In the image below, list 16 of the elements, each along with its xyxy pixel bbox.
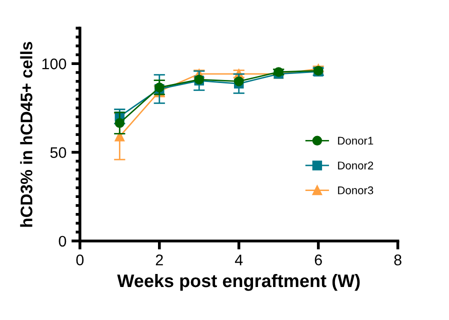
point — [114, 132, 125, 142]
point — [114, 118, 125, 128]
y-tick-label: 0 — [58, 236, 66, 247]
x-tick-label: 8 — [394, 254, 402, 266]
point — [234, 76, 244, 86]
x-tick-label: 2 — [156, 254, 163, 266]
legend-label: Donor3 — [338, 186, 374, 194]
y-tick-label: 100 — [42, 58, 66, 70]
x-tick-label: 4 — [234, 254, 243, 266]
legend-label: Donor1 — [338, 136, 374, 145]
y-tick-label: 50 — [50, 147, 66, 158]
y-axis-title: hCD3% in hCD45+ cells — [20, 42, 32, 227]
x-tick-label: 6 — [314, 254, 322, 266]
x-tick-label: 0 — [76, 254, 84, 266]
x-axis-title: Weeks post engraftment (W) — [117, 274, 360, 291]
legend-label: Donor2 — [338, 162, 374, 170]
